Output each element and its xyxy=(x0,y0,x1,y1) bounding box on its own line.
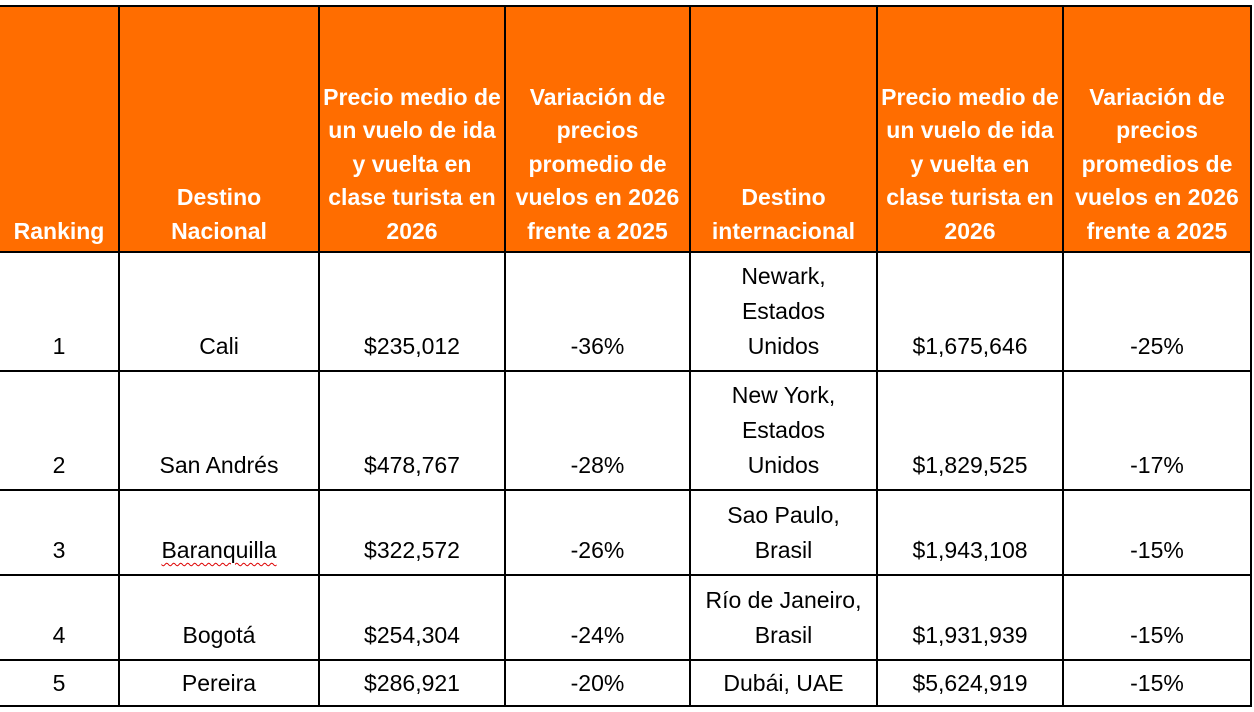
header-international-destination: Destino internacional xyxy=(689,5,878,253)
national-price-cell: $478,767 xyxy=(318,370,506,491)
header-row: Ranking Destino Nacional Precio medio de… xyxy=(0,5,1252,253)
international-change-cell: -15% xyxy=(1062,489,1252,576)
international-destination-cell: Río de Janeiro, Brasil xyxy=(689,574,878,661)
rank-cell: 3 xyxy=(0,489,120,576)
national-change-cell: -20% xyxy=(504,659,691,707)
table-row: 5 Pereira $286,921 -20% Dubái, UAE $5,62… xyxy=(0,659,1252,707)
international-price-cell: $1,931,939 xyxy=(876,574,1064,661)
international-price-cell: $5,624,919 xyxy=(876,659,1064,707)
national-price-cell: $235,012 xyxy=(318,251,506,372)
national-price-cell: $286,921 xyxy=(318,659,506,707)
rank-cell: 2 xyxy=(0,370,120,491)
national-change-cell: -36% xyxy=(504,251,691,372)
national-destination-cell: Bogotá xyxy=(118,574,320,661)
spellcheck-flagged-text: Baranquilla xyxy=(161,537,277,563)
table-row: 1 Cali $235,012 -36% Newark, Estados Uni… xyxy=(0,251,1252,372)
international-price-cell: $1,675,646 xyxy=(876,251,1064,372)
rank-cell: 5 xyxy=(0,659,120,707)
international-destination-cell: Dubái, UAE xyxy=(689,659,878,707)
national-destination-cell: Baranquilla xyxy=(118,489,320,576)
header-ranking: Ranking xyxy=(0,5,120,253)
international-price-cell: $1,829,525 xyxy=(876,370,1064,491)
national-change-cell: -28% xyxy=(504,370,691,491)
header-international-change: Variación de precios promedios de vuelos… xyxy=(1062,5,1252,253)
rank-cell: 4 xyxy=(0,574,120,661)
national-destination-cell: Cali xyxy=(118,251,320,372)
flight-prices-table: Ranking Destino Nacional Precio medio de… xyxy=(0,5,1252,707)
table-row: 3 Baranquilla $322,572 -26% Sao Paulo, B… xyxy=(0,489,1252,576)
international-change-cell: -25% xyxy=(1062,251,1252,372)
international-change-cell: -15% xyxy=(1062,659,1252,707)
international-change-cell: -17% xyxy=(1062,370,1252,491)
national-destination-cell: San Andrés xyxy=(118,370,320,491)
table-row: 4 Bogotá $254,304 -24% Río de Janeiro, B… xyxy=(0,574,1252,661)
header-national-price: Precio medio de un vuelo de ida y vuelta… xyxy=(318,5,506,253)
national-change-cell: -26% xyxy=(504,489,691,576)
international-destination-cell: Sao Paulo, Brasil xyxy=(689,489,878,576)
table-row: 2 San Andrés $478,767 -28% New York, Est… xyxy=(0,370,1252,491)
header-national-destination: Destino Nacional xyxy=(118,5,320,253)
national-price-cell: $254,304 xyxy=(318,574,506,661)
national-destination-cell: Pereira xyxy=(118,659,320,707)
national-price-cell: $322,572 xyxy=(318,489,506,576)
international-change-cell: -15% xyxy=(1062,574,1252,661)
international-destination-cell: Newark, Estados Unidos xyxy=(689,251,878,372)
header-national-change: Variación de precios promedio de vuelos … xyxy=(504,5,691,253)
international-destination-cell: New York, Estados Unidos xyxy=(689,370,878,491)
national-change-cell: -24% xyxy=(504,574,691,661)
header-international-price: Precio medio de un vuelo de ida y vuelta… xyxy=(876,5,1064,253)
rank-cell: 1 xyxy=(0,251,120,372)
international-price-cell: $1,943,108 xyxy=(876,489,1064,576)
